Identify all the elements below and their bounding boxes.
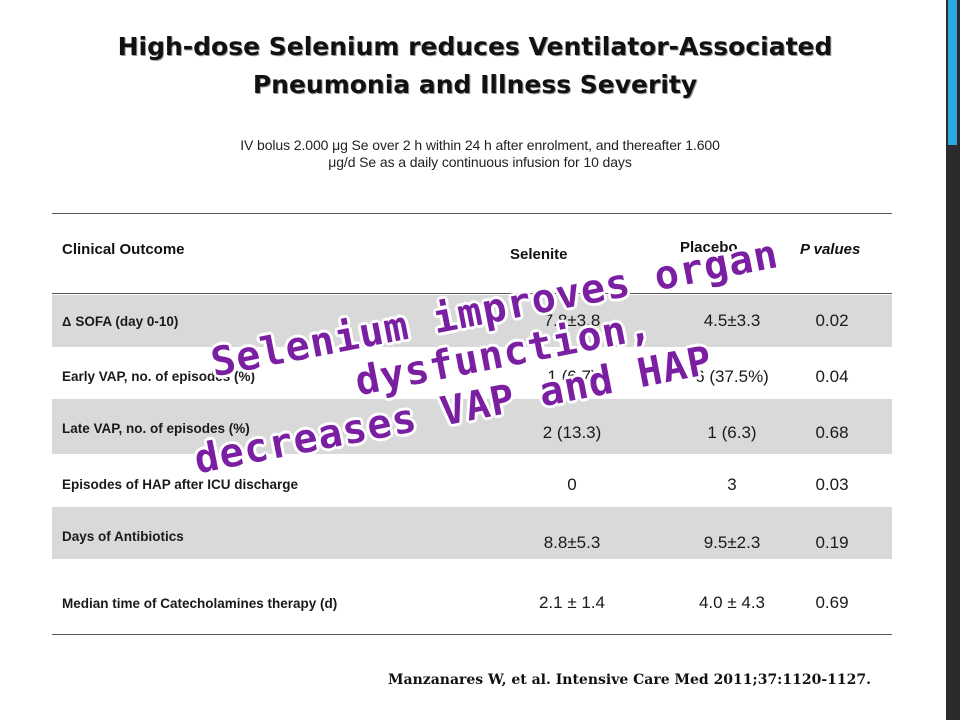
selenite-value: 0 [567,475,577,494]
header-p-values: P values [800,241,861,258]
table-header-rule [52,293,892,294]
table-row: Δ SOFA (day 0-10) 7.8±3.8 4.5±3.3 0.02 [52,295,892,347]
table-row: Episodes of HAP after ICU discharge 0 3 … [52,454,892,507]
table-row: Late VAP, no. of episodes (%) 2 (13.3) 1… [52,399,892,454]
row-label-text: SOFA (day 0-10) [75,314,179,329]
row-label: Median time of Catecholamines therapy (d… [62,596,338,611]
subtitle-line-1: IV bolus 2.000 μg Se over 2 h within 24 … [240,137,720,153]
placebo-value: 6 (37.5%) [695,367,769,386]
row-label: Early VAP, no. of episodes (%) [62,369,256,384]
selenite-value: 2.1 ± 1.4 [538,593,606,612]
p-value: 0.02 [815,311,849,330]
selenite-value: 7.8±3.8 [543,311,601,330]
citation: Manzanares W, et al. Intensive Care Med … [388,672,871,688]
p-value: 0.04 [815,367,849,386]
header-placebo: Placebo [680,239,738,256]
placebo-value: 4.0 ± 4.3 [698,593,766,612]
slide-title: High-dose Selenium reduces Ventilator-As… [0,28,950,104]
selenite-value: 8.8±5.3 [543,533,601,552]
row-label: Δ SOFA (day 0-10) [62,314,178,329]
placebo-value: 1 (6.3) [707,423,757,442]
table-row: Median time of Catecholamines therapy (d… [52,559,892,634]
delta-symbol: Δ [62,314,72,329]
placebo-value: 3 [727,475,737,494]
table-top-rule [52,213,892,214]
placebo-value: 4.5±3.3 [703,311,761,330]
table-row: Early VAP, no. of episodes (%) 1 (6.7) 6… [52,347,892,399]
placebo-value: 9.5±2.3 [703,533,761,552]
subtitle-line-2: μg/d Se as a daily continuous infusion f… [328,154,632,170]
row-label: Late VAP, no. of episodes (%) [62,421,250,436]
row-label: Days of Antibiotics [62,529,184,544]
selenite-value: 2 (13.3) [542,423,602,442]
p-value: 0.68 [815,423,849,442]
selenite-value: 1 (6.7) [547,367,597,386]
slide-right-border [946,0,960,720]
table-row: Days of Antibiotics 8.8±5.3 9.5±2.3 0.19 [52,507,892,559]
slide-subtitle: IV bolus 2.000 μg Se over 2 h within 24 … [160,137,800,171]
header-clinical-outcome: Clinical Outcome [62,241,185,258]
p-value: 0.69 [815,593,849,612]
slide-accent-bar [948,0,957,145]
header-selenite: Selenite [510,246,568,263]
slide-title-line-2: Pneumonia and Illness Severity [252,70,698,99]
p-value: 0.03 [815,475,849,494]
p-value: 0.19 [815,533,849,552]
table-bottom-rule [52,634,892,635]
row-label: Episodes of HAP after ICU discharge [62,477,299,492]
slide-title-line-1: High-dose Selenium reduces Ventilator-As… [117,32,833,61]
